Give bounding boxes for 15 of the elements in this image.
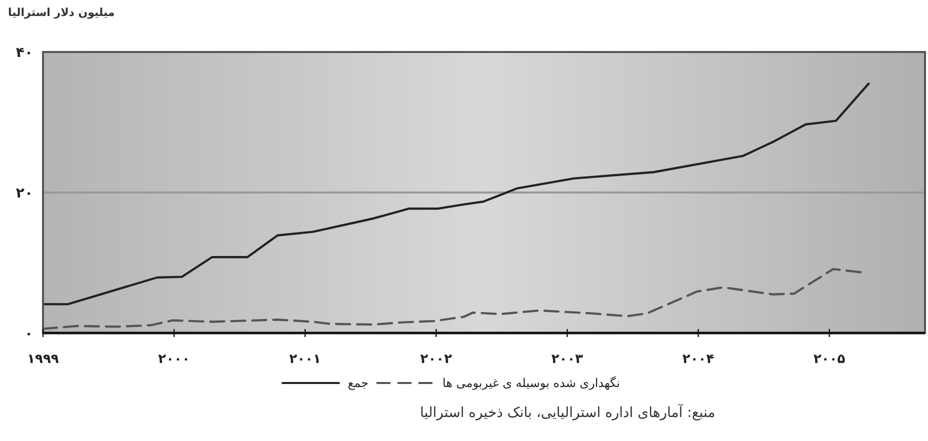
x-tick-label: ۲۰۰۳ bbox=[551, 352, 584, 367]
y-tick-label: ۴۰ bbox=[16, 45, 33, 61]
x-tick-label: ۲۰۰۵ bbox=[813, 352, 846, 367]
line-series bbox=[42, 82, 870, 306]
x-tick-label: ۱۹۹۹ bbox=[27, 352, 59, 367]
y-tick-label: ۲۰ bbox=[16, 186, 33, 202]
x-tick-label: ۲۰۰۴ bbox=[682, 352, 714, 367]
x-tick-label: ۲۰۰۱ bbox=[289, 352, 321, 367]
legend-label: نگهداری شده بوسیله ی غیربومی ها bbox=[442, 376, 620, 390]
x-tick-label: ۲۰۰۰ bbox=[158, 352, 190, 367]
x-tick-label: ۲۰۰۲ bbox=[420, 352, 452, 367]
legend-label: جمع bbox=[348, 376, 368, 390]
y-tick-label: ۰ bbox=[24, 326, 33, 342]
y-axis-title: میلیون دلار استرالیا bbox=[8, 6, 115, 19]
text: منبع: آمارهای اداره استرالیایی، بانک ذخیره استرالیا bbox=[420, 403, 716, 421]
